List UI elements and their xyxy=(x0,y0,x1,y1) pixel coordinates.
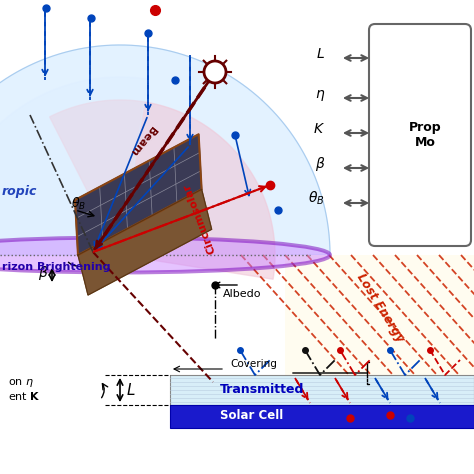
Text: $\theta_B$: $\theta_B$ xyxy=(309,190,325,208)
Text: ent $\mathbf{K}$: ent $\mathbf{K}$ xyxy=(8,390,41,402)
Text: $\beta$: $\beta$ xyxy=(38,264,48,282)
Text: $L$: $L$ xyxy=(316,47,325,61)
Text: Albedo: Albedo xyxy=(223,289,262,299)
Polygon shape xyxy=(170,405,474,428)
Polygon shape xyxy=(285,255,474,375)
Text: on $\eta$: on $\eta$ xyxy=(8,377,34,389)
Text: Transmitted: Transmitted xyxy=(220,383,304,396)
Text: $L$: $L$ xyxy=(126,382,136,398)
Polygon shape xyxy=(0,77,148,255)
Text: Lost Energy: Lost Energy xyxy=(354,271,406,345)
Ellipse shape xyxy=(0,237,330,273)
FancyBboxPatch shape xyxy=(369,24,471,246)
Text: $\beta$: $\beta$ xyxy=(315,155,325,173)
Circle shape xyxy=(204,61,226,83)
Text: ropic: ropic xyxy=(2,185,37,198)
Text: $K$: $K$ xyxy=(313,122,325,136)
Text: $\eta$: $\eta$ xyxy=(315,88,325,103)
Text: Circumsolar: Circumsolar xyxy=(182,182,218,255)
Text: rizon Brightening: rizon Brightening xyxy=(2,262,110,272)
Text: Prop
Mo: Prop Mo xyxy=(409,121,441,149)
Polygon shape xyxy=(78,189,211,295)
Polygon shape xyxy=(170,375,474,405)
Text: Solar Cell: Solar Cell xyxy=(220,409,283,422)
Text: Beam: Beam xyxy=(127,124,157,157)
Text: Covering: Covering xyxy=(230,359,277,369)
Polygon shape xyxy=(75,134,201,255)
Text: $\theta_B$: $\theta_B$ xyxy=(71,196,86,212)
Polygon shape xyxy=(0,45,330,255)
Polygon shape xyxy=(50,100,275,279)
